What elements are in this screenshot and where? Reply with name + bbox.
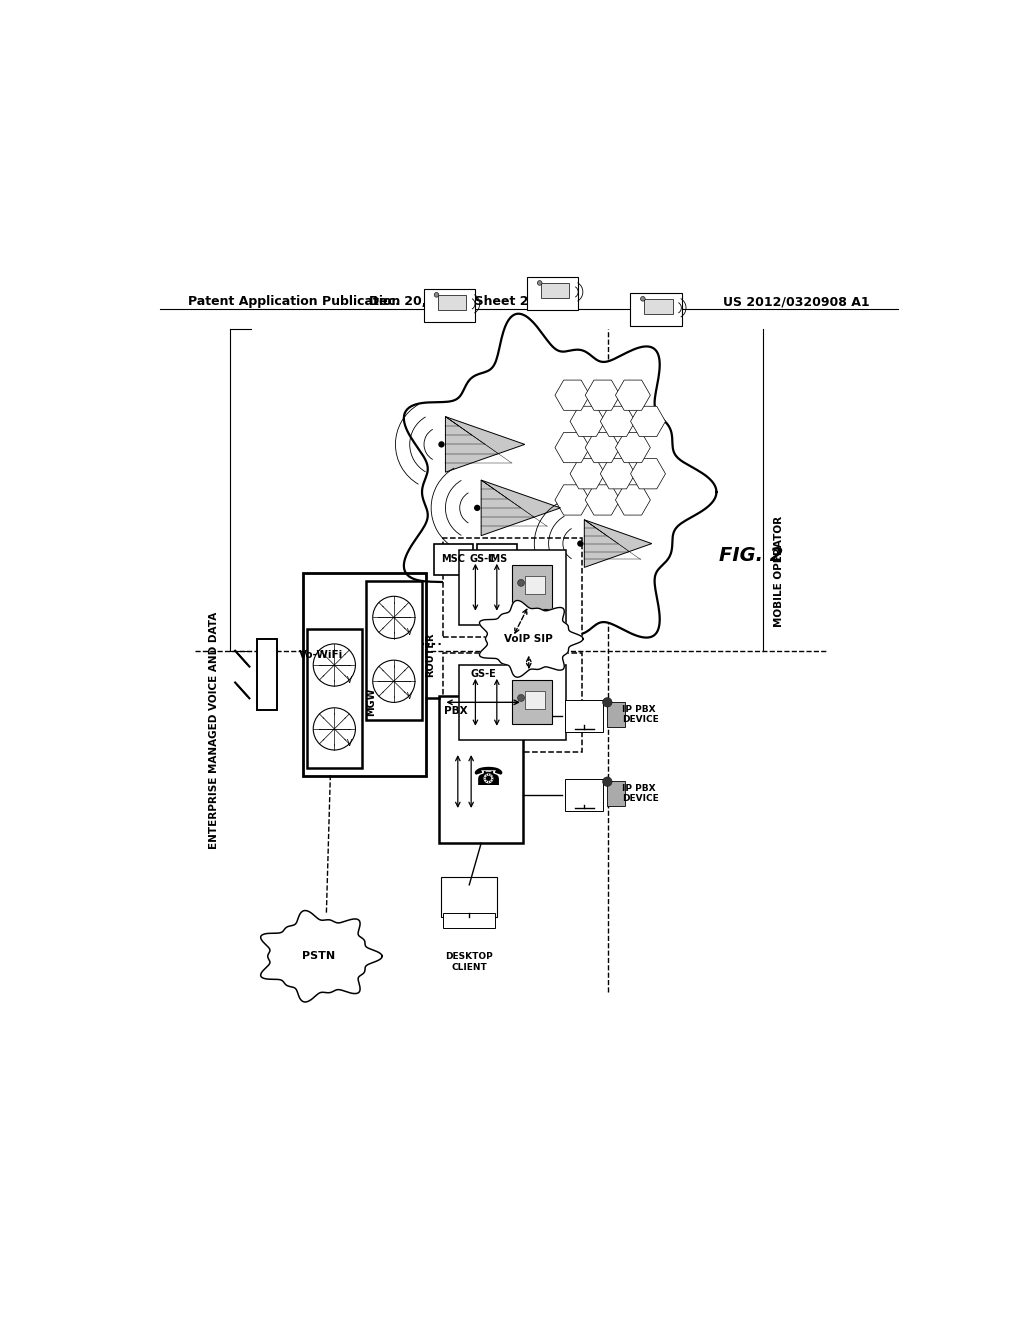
Circle shape [373,660,415,702]
Text: V: V [407,692,412,701]
Bar [607,701,625,727]
Circle shape [313,708,355,750]
Bar [433,544,473,576]
Bar [541,284,569,298]
Polygon shape [261,911,382,1002]
Text: PBX: PBX [444,706,468,715]
Bar [607,781,625,807]
Polygon shape [631,407,666,437]
Bar [460,664,566,741]
Text: US 2012/0320908 A1: US 2012/0320908 A1 [723,296,870,308]
Bar [525,577,545,594]
Circle shape [641,297,645,301]
Polygon shape [615,380,650,411]
Polygon shape [615,433,650,463]
Polygon shape [631,458,666,488]
Text: V: V [347,676,352,685]
Bar [460,549,566,624]
Text: IMS: IMS [486,554,507,565]
Bar [443,537,583,636]
Circle shape [517,694,524,701]
Bar [438,296,466,310]
Circle shape [602,777,612,787]
Text: GS-C: GS-C [470,553,496,564]
Bar [512,681,552,725]
Polygon shape [600,458,635,488]
Text: V: V [407,628,412,638]
Text: IP PBX
DEVICE: IP PBX DEVICE [623,784,659,804]
Polygon shape [555,433,590,463]
Polygon shape [555,484,590,515]
Bar [512,565,552,609]
Text: FIG. 2: FIG. 2 [719,546,783,565]
Polygon shape [403,314,717,671]
Bar [439,697,523,843]
Polygon shape [481,480,560,536]
Circle shape [602,697,612,708]
Text: V: V [347,739,352,748]
Text: VoIP SIP: VoIP SIP [505,634,553,644]
Text: ROUTER: ROUTER [426,632,435,677]
Polygon shape [585,433,621,463]
Text: Dec. 20, 2012  Sheet 2 of 17: Dec. 20, 2012 Sheet 2 of 17 [370,296,569,308]
Text: MSC: MSC [441,554,465,565]
Polygon shape [585,520,652,568]
Text: PSTN: PSTN [302,952,335,961]
Polygon shape [615,484,650,515]
Polygon shape [479,601,583,677]
Polygon shape [585,484,621,515]
Bar [424,289,475,322]
Text: MOBILE OPERATOR: MOBILE OPERATOR [774,516,783,627]
Bar [565,779,603,810]
Bar [441,876,497,916]
Bar [565,700,603,731]
Bar [443,652,583,752]
Polygon shape [555,380,590,411]
Circle shape [578,540,584,546]
Bar [525,692,545,709]
Circle shape [313,644,355,686]
Circle shape [538,281,542,285]
Circle shape [373,597,415,639]
Text: DESKTOP
CLIENT: DESKTOP CLIENT [445,952,494,972]
Polygon shape [445,417,524,473]
Bar [367,581,422,721]
Bar [526,277,579,310]
Bar [306,628,362,768]
Text: Patent Application Publication: Patent Application Publication [187,296,400,308]
Text: MGW: MGW [367,688,376,717]
Bar [257,639,276,710]
Text: Vo-WiFi: Vo-WiFi [299,649,343,660]
Polygon shape [570,458,605,488]
Polygon shape [570,407,605,437]
Bar [644,300,673,314]
Circle shape [517,579,524,586]
Polygon shape [600,407,635,437]
Bar [630,293,682,326]
Bar [443,913,495,928]
Text: ENTERPRISE MANAGED VOICE AND DATA: ENTERPRISE MANAGED VOICE AND DATA [209,611,219,849]
Text: GS-E: GS-E [470,669,496,678]
Text: ☎: ☎ [472,766,503,789]
Polygon shape [585,380,621,411]
Bar [303,573,426,776]
Circle shape [438,441,444,447]
Circle shape [434,293,439,297]
Circle shape [474,504,480,511]
Text: IP PBX
DEVICE: IP PBX DEVICE [623,705,659,723]
Bar [477,544,517,576]
